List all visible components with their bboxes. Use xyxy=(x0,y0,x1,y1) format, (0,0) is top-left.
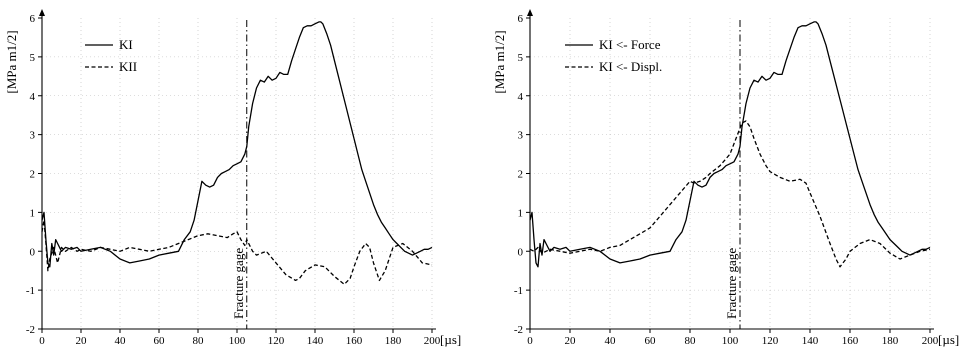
series-line-1 xyxy=(41,21,433,268)
y-tick-label: 5 xyxy=(518,52,524,64)
x-tick-label: 200 xyxy=(922,335,939,347)
series-line-2 xyxy=(41,219,433,285)
x-tick-label: 200 xyxy=(424,335,441,347)
y-axis-label: [MPa m1/2] xyxy=(492,30,507,93)
y-tick-label: -1 xyxy=(514,285,523,297)
y-tick-label: 0 xyxy=(518,246,524,258)
x-tick-label: 180 xyxy=(385,335,402,347)
y-axis-arrow xyxy=(39,9,45,16)
x-tick-label: 140 xyxy=(307,335,324,347)
legend-label-2: KII xyxy=(119,59,137,74)
y-tick-label: -2 xyxy=(514,324,523,336)
y-axis-arrow xyxy=(527,9,533,16)
x-tick-label: 0 xyxy=(39,335,45,347)
x-axis-label: [µs] xyxy=(938,332,959,347)
x-tick-label: 100 xyxy=(722,335,739,347)
y-tick-label: 2 xyxy=(30,169,36,181)
x-tick-label: 180 xyxy=(882,335,899,347)
legend-label-1: KI xyxy=(119,37,133,52)
x-tick-label: 20 xyxy=(565,335,577,347)
legend-label-1: KI <- Force xyxy=(599,37,661,52)
x-tick-label: 80 xyxy=(685,335,697,347)
x-tick-label: 160 xyxy=(842,335,859,347)
x-tick-label: 120 xyxy=(762,335,779,347)
x-tick-label: 40 xyxy=(605,335,617,347)
y-tick-label: -2 xyxy=(26,324,35,336)
y-axis-label: [MPa m1/2] xyxy=(4,30,19,93)
y-tick-label: 2 xyxy=(518,169,524,181)
x-tick-label: 60 xyxy=(154,335,166,347)
legend-label-2: KI <- Displ. xyxy=(599,59,662,74)
series-line-1 xyxy=(529,21,931,268)
y-tick-label: 3 xyxy=(30,130,36,142)
y-tick-label: 6 xyxy=(518,13,524,25)
y-tick-label: 1 xyxy=(30,207,36,219)
y-tick-label: 4 xyxy=(30,91,36,103)
x-axis-label: [µs] xyxy=(440,332,461,347)
y-tick-label: 0 xyxy=(30,246,36,258)
fracture-gage-label: Fracture gage xyxy=(724,248,739,319)
x-tick-label: 120 xyxy=(268,335,285,347)
x-tick-label: 60 xyxy=(645,335,657,347)
y-tick-label: 6 xyxy=(30,13,36,25)
y-tick-label: 3 xyxy=(518,130,524,142)
fracture-gage-label: Fracture gage xyxy=(231,248,246,319)
y-tick-label: 4 xyxy=(518,91,524,103)
x-tick-label: 100 xyxy=(229,335,246,347)
x-tick-label: 160 xyxy=(346,335,363,347)
series-line-2 xyxy=(529,120,931,268)
x-tick-label: 140 xyxy=(802,335,819,347)
y-tick-label: 5 xyxy=(30,52,36,64)
y-tick-label: 1 xyxy=(518,207,524,219)
x-tick-label: 0 xyxy=(527,335,533,347)
x-tick-label: 20 xyxy=(76,335,88,347)
x-tick-label: 40 xyxy=(115,335,127,347)
x-tick-label: 80 xyxy=(193,335,205,347)
y-tick-label: -1 xyxy=(26,285,35,297)
